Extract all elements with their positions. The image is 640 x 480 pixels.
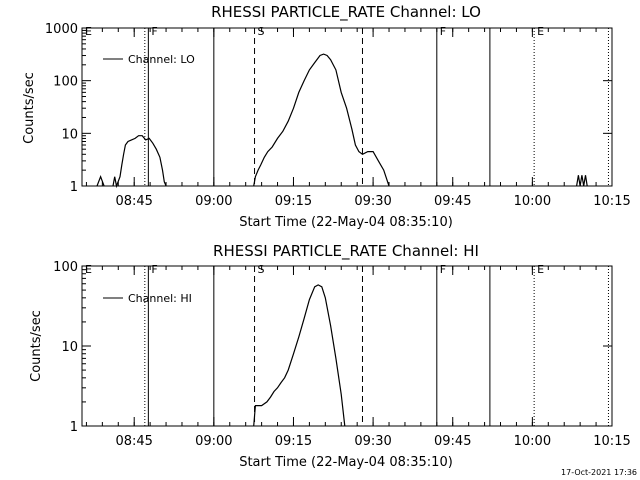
series-line xyxy=(253,284,346,427)
marker-flag-label: E xyxy=(537,25,544,38)
x-tick-label: 09:15 xyxy=(275,194,312,209)
x-tick-label: 10:00 xyxy=(514,194,551,209)
panel-lo-channel: RHESSI PARTICLE_RATE Channel: LO Start T… xyxy=(22,3,631,230)
series-line xyxy=(96,175,105,187)
x-tick-label: 08:45 xyxy=(115,434,152,449)
x-tick-label: 10:00 xyxy=(514,434,551,449)
y-tick-label: 100 xyxy=(53,75,78,90)
plot-frame xyxy=(81,265,613,427)
y-tick-label: 10 xyxy=(61,127,78,142)
marker-flag-label: E xyxy=(85,263,92,276)
series-line xyxy=(576,175,588,187)
footer-timestamp: 17-Oct-2021 17:36 xyxy=(561,468,637,477)
marker-flag-label: F xyxy=(151,263,157,276)
x-tick-label: 08:45 xyxy=(115,194,152,209)
y-axis-label: Counts/sec xyxy=(22,72,37,144)
y-axis: 1 10 100 1000 xyxy=(45,22,612,195)
y-axis: 1 10 100 xyxy=(53,260,612,435)
legend-label: Channel: HI xyxy=(128,292,192,305)
x-tick-label: 09:45 xyxy=(434,194,471,209)
chart-title: RHESSI PARTICLE_RATE Channel: LO xyxy=(211,3,481,22)
legend: Channel: LO xyxy=(103,53,195,66)
x-tick-label: 09:15 xyxy=(275,434,312,449)
marker-flag-label: F xyxy=(440,263,446,276)
chart-title: RHESSI PARTICLE_RATE Channel: HI xyxy=(213,242,479,261)
y-tick-label: 1000 xyxy=(45,22,78,37)
marker-flag-label: S xyxy=(258,263,265,276)
y-tick-label: 1 xyxy=(70,420,78,435)
x-tick-label: 09:00 xyxy=(195,194,232,209)
series-line xyxy=(112,135,167,189)
legend: Channel: HI xyxy=(103,292,192,305)
marker-flag-label: E xyxy=(537,263,544,276)
x-tick-label: 10:15 xyxy=(593,434,630,449)
x-tick-label: 09:30 xyxy=(354,194,391,209)
marker-flag-label: E xyxy=(85,25,92,38)
x-tick-label: 10:15 xyxy=(593,194,630,209)
x-axis-label: Start Time (22-May-04 08:35:10) xyxy=(239,215,453,230)
y-tick-label: 1 xyxy=(70,180,78,195)
x-tick-label: 09:00 xyxy=(195,434,232,449)
x-tick-label: 09:45 xyxy=(434,434,471,449)
series-line xyxy=(253,53,390,187)
y-tick-label: 10 xyxy=(61,340,78,355)
panel-hi-channel: RHESSI PARTICLE_RATE Channel: HI Start T… xyxy=(29,242,631,470)
legend-label: Channel: LO xyxy=(128,53,195,66)
x-tick-label: 09:30 xyxy=(354,434,391,449)
marker-flag-label: S xyxy=(258,25,265,38)
x-axis: 08:45 09:00 09:15 09:30 09:45 10:00 10:15 xyxy=(85,266,631,449)
x-axis-label: Start Time (22-May-04 08:35:10) xyxy=(239,455,453,470)
series-group xyxy=(96,53,588,189)
y-axis-label: Counts/sec xyxy=(29,310,44,382)
x-axis: 08:45 09:00 09:15 09:30 09:45 10:00 10:15 xyxy=(85,28,631,209)
y-tick-label: 100 xyxy=(53,260,78,275)
series-group xyxy=(253,284,346,427)
marker-flag-label: F xyxy=(151,25,157,38)
marker-flag-label: F xyxy=(440,25,446,38)
